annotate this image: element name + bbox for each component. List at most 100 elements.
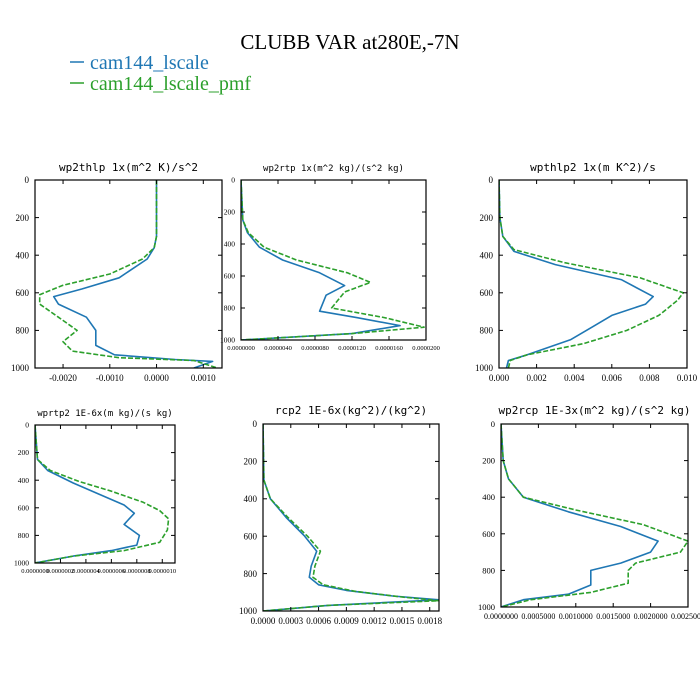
series-line-1	[499, 180, 685, 368]
y-tick-label: 1000	[239, 606, 258, 616]
y-tick-label: 0	[25, 175, 30, 185]
series-line-0	[35, 425, 141, 563]
x-tick-label: 0.0000002	[47, 568, 75, 575]
x-tick-label: 0.000	[489, 373, 510, 383]
chart-title: wp2thlp 1x(m^2 K)/s^2	[59, 161, 198, 174]
y-tick-label: 200	[16, 213, 30, 223]
x-tick-label: 0.0000000	[227, 345, 255, 352]
y-tick-label: 1000	[475, 363, 494, 373]
plot-frame	[34, 424, 176, 564]
x-tick-label: -0.0020	[49, 373, 77, 383]
y-tick-label: 800	[16, 326, 30, 336]
plot-frame	[240, 179, 427, 341]
y-tick-label: 1000	[478, 602, 495, 612]
plot-frame	[34, 179, 223, 369]
chart-panel-0: wp2thlp 1x(m^2 K)/s^2 0 200 400 600 800 1000 -0…	[11, 161, 223, 383]
x-tick-label: 0.0000080	[301, 345, 329, 352]
y-tick-label: 200	[224, 208, 236, 217]
chart-panel-1: wp2rtp 1x(m^2 kg)/(s^2 kg) 0 200 400 600 800 1…	[220, 164, 440, 352]
series-line-1	[263, 424, 439, 611]
x-tick-label: 0.0000200	[412, 345, 440, 352]
y-tick-label: 200	[244, 457, 258, 467]
x-tick-label: 0.0015000	[596, 612, 630, 621]
x-tick-label: 0.0000160	[375, 345, 403, 352]
y-tick-label: 1000	[220, 336, 235, 345]
x-tick-label: 0.0000000	[484, 612, 518, 621]
x-tick-label: 0.0003	[278, 616, 303, 626]
chart-title: wp2rcp 1E-3x(m^2 kg)/(s^2 kg)	[498, 404, 690, 417]
y-tick-label: 200	[480, 213, 494, 223]
y-tick-label: 800	[480, 326, 494, 336]
chart-panel-3: wprtp2 1E-6x(m kg)/(s kg) 0 200 400 600 800 10…	[14, 409, 176, 575]
y-tick-label: 400	[480, 250, 494, 260]
y-tick-label: 400	[18, 476, 30, 485]
x-tick-label: 0.0010	[191, 373, 216, 383]
x-tick-label: 0.0000	[144, 373, 169, 383]
x-tick-label: 0.0000004	[72, 568, 100, 575]
y-tick-label: 800	[18, 531, 30, 540]
y-tick-label: 600	[482, 529, 495, 539]
x-tick-label: 0.0018	[417, 616, 442, 626]
series-line-0	[241, 180, 401, 340]
x-tick-label: 0.0015	[390, 616, 415, 626]
y-tick-label: 0	[231, 176, 235, 185]
x-tick-label: 0.0000008	[123, 568, 151, 575]
x-tick-label: 0.0000040	[264, 345, 292, 352]
legend: cam144_lscale cam144_lscale_pmf	[70, 52, 251, 95]
x-tick-label: 0.0009	[334, 616, 359, 626]
series-line-0	[263, 424, 439, 611]
x-tick-label: 0.0000006	[98, 568, 126, 575]
chart-title: wprtp2 1E-6x(m kg)/(s kg)	[37, 409, 172, 419]
legend-label-1: cam144_lscale_pmf	[90, 73, 251, 95]
x-tick-label: 0.0000	[251, 616, 276, 626]
series-line-0	[501, 424, 659, 607]
y-tick-label: 800	[244, 569, 258, 579]
y-tick-label: 400	[244, 494, 258, 504]
y-tick-label: 1000	[14, 559, 29, 568]
x-tick-label: 0.002	[526, 373, 546, 383]
series-line-0	[52, 180, 214, 368]
figure-title: CLUBB VAR at280E,-7N	[240, 30, 459, 54]
series-line-1	[35, 425, 170, 563]
x-tick-label: 0.0000010	[148, 568, 176, 575]
y-tick-label: 0	[491, 419, 495, 429]
plot-frame	[500, 423, 689, 608]
y-tick-label: 400	[16, 250, 30, 260]
y-tick-label: 1000	[11, 363, 30, 373]
x-tick-label: 0.0020000	[634, 612, 668, 621]
x-tick-label: 0.0000120	[338, 345, 366, 352]
x-tick-label: 0.008	[639, 373, 660, 383]
plot-frame	[498, 179, 688, 369]
x-tick-label: 0.0006	[306, 616, 331, 626]
series-line-1	[501, 424, 688, 607]
y-tick-label: 400	[482, 492, 495, 502]
x-tick-label: 0.004	[564, 373, 585, 383]
x-tick-label: -0.0010	[96, 373, 124, 383]
x-tick-label: 0.0012	[362, 616, 387, 626]
series-line-1	[241, 180, 425, 340]
panels: wp2thlp 1x(m^2 K)/s^2 0 200 400 600 800 1000 -0…	[11, 161, 700, 626]
y-tick-label: 0	[25, 421, 29, 430]
x-tick-label: 0.0005000	[521, 612, 555, 621]
series-line-0	[499, 180, 655, 368]
y-tick-label: 600	[480, 288, 494, 298]
y-tick-label: 600	[244, 531, 258, 541]
legend-label-0: cam144_lscale	[90, 52, 209, 74]
y-tick-label: 800	[224, 304, 236, 313]
x-tick-label: 0.006	[602, 373, 623, 383]
x-tick-label: 0.0000000	[21, 568, 49, 575]
x-tick-label: 0.0010000	[559, 612, 593, 621]
y-tick-label: 200	[482, 456, 495, 466]
y-tick-label: 400	[224, 240, 236, 249]
y-tick-label: 600	[224, 272, 236, 281]
x-tick-label: 0.010	[677, 373, 698, 383]
y-tick-label: 600	[16, 288, 30, 298]
y-tick-label: 0	[253, 419, 258, 429]
y-tick-label: 200	[18, 448, 30, 457]
plot-frame	[262, 423, 440, 612]
chart-title: rcp2 1E-6x(kg^2)/(kg^2)	[275, 404, 427, 417]
chart-title: wp2rtp 1x(m^2 kg)/(s^2 kg)	[263, 164, 404, 174]
series-line-1	[38, 180, 218, 368]
chart-panel-2: wpthlp2 1x(m K^2)/s020040060080010000.00…	[475, 161, 698, 383]
